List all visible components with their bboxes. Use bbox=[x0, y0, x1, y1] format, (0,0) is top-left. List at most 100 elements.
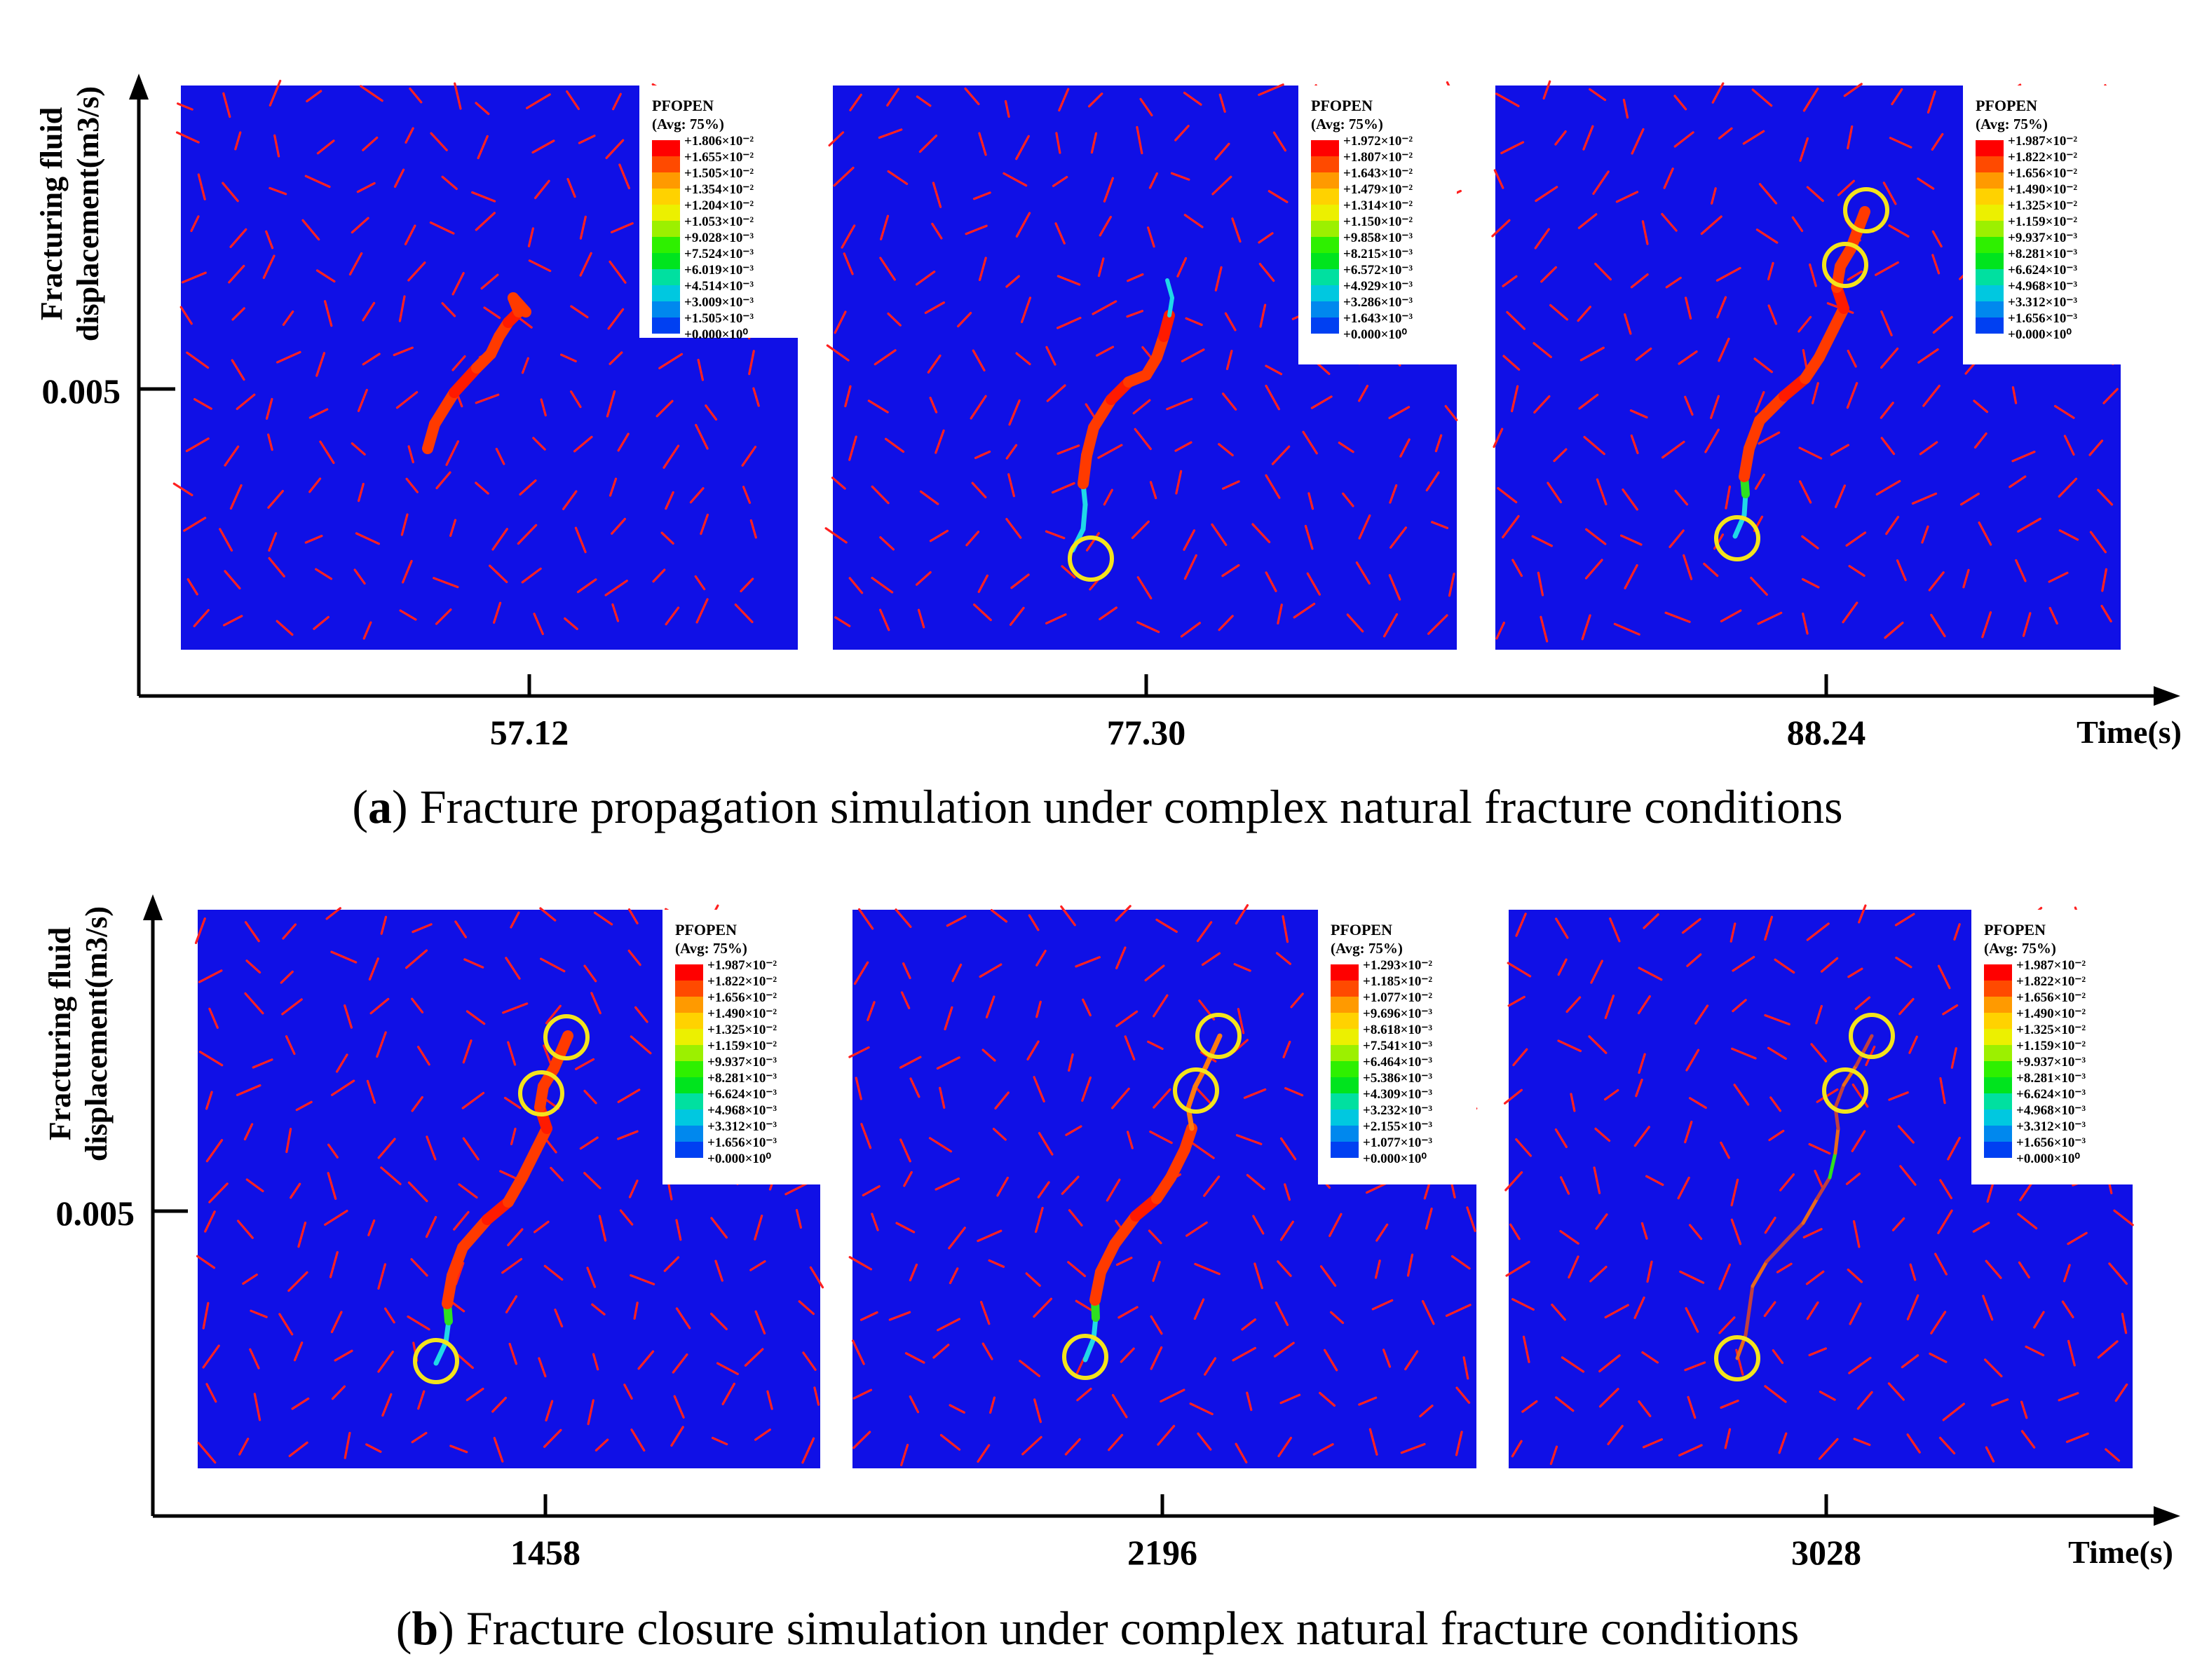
natural-fracture bbox=[454, 920, 468, 938]
natural-fracture bbox=[1512, 1048, 1528, 1067]
natural-fracture bbox=[1767, 261, 1774, 280]
natural-fracture bbox=[1251, 523, 1271, 544]
legend-value: +9.858×10⁻³ bbox=[1343, 231, 1413, 245]
natural-fracture bbox=[675, 1219, 682, 1241]
natural-fracture bbox=[1880, 310, 1893, 336]
natural-fracture bbox=[714, 1259, 723, 1282]
x-axis-arrow bbox=[2154, 1506, 2180, 1526]
legend-value: +3.286×10⁻³ bbox=[1343, 295, 1413, 310]
natural-fracture bbox=[380, 915, 388, 935]
natural-fracture bbox=[1589, 1265, 1608, 1283]
y-axis-label-line-2: displacement(m3/s) bbox=[79, 906, 114, 1161]
natural-fracture bbox=[545, 1004, 562, 1025]
natural-fracture bbox=[1329, 1311, 1345, 1325]
natural-fracture bbox=[416, 1046, 430, 1066]
natural-fracture bbox=[1718, 337, 1730, 362]
legend-swatch bbox=[675, 1029, 703, 1045]
natural-fracture bbox=[202, 1302, 210, 1330]
natural-fracture bbox=[362, 621, 372, 640]
natural-fracture bbox=[879, 257, 896, 281]
natural-fracture bbox=[1560, 1176, 1570, 1195]
natural-fracture bbox=[531, 139, 555, 154]
natural-fracture bbox=[1275, 1301, 1289, 1326]
legend-swatch bbox=[1311, 269, 1339, 285]
natural-fracture bbox=[887, 170, 909, 185]
natural-fracture bbox=[1622, 98, 1629, 119]
natural-fracture bbox=[1557, 958, 1568, 976]
natural-fracture bbox=[395, 390, 419, 409]
natural-fracture bbox=[1237, 1008, 1245, 1034]
natural-fracture bbox=[566, 90, 580, 110]
natural-fracture bbox=[1609, 917, 1621, 943]
natural-fracture bbox=[410, 1258, 428, 1277]
natural-fracture bbox=[1711, 82, 1725, 104]
natural-fracture bbox=[1421, 1299, 1435, 1325]
natural-fracture bbox=[1540, 266, 1557, 283]
natural-fracture bbox=[1061, 1175, 1080, 1195]
natural-fracture bbox=[202, 1344, 220, 1369]
natural-fracture bbox=[1972, 1222, 1990, 1233]
natural-fracture bbox=[1302, 430, 1318, 455]
natural-fracture bbox=[1710, 395, 1720, 419]
natural-fracture bbox=[924, 301, 946, 314]
natural-fracture bbox=[1444, 404, 1458, 421]
natural-fracture bbox=[508, 1342, 518, 1365]
natural-fracture bbox=[1455, 1386, 1471, 1404]
natural-fracture bbox=[236, 393, 256, 411]
natural-fracture bbox=[1718, 1263, 1731, 1290]
natural-fracture bbox=[449, 519, 457, 538]
natural-fracture bbox=[1279, 1393, 1301, 1405]
natural-fracture bbox=[843, 252, 854, 275]
natural-fracture bbox=[325, 907, 341, 920]
natural-fracture bbox=[366, 1079, 376, 1104]
legend-value: +7.524×10⁻³ bbox=[684, 247, 754, 261]
legend-value: +1.987×10⁻² bbox=[2016, 958, 2086, 973]
natural-fracture bbox=[1897, 1125, 1915, 1144]
natural-fracture bbox=[477, 135, 489, 160]
natural-fracture bbox=[1382, 613, 1399, 638]
natural-fracture bbox=[2033, 1311, 2045, 1329]
natural-fracture bbox=[834, 310, 847, 334]
natural-fracture bbox=[1148, 1229, 1162, 1245]
x-axis-label: Time(s) bbox=[2077, 714, 2182, 750]
natural-fracture bbox=[1677, 1176, 1690, 1200]
natural-fracture bbox=[611, 517, 627, 535]
natural-fracture bbox=[1939, 1179, 1952, 1200]
natural-fracture bbox=[1055, 132, 1061, 154]
natural-fracture bbox=[617, 1130, 639, 1140]
natural-fracture bbox=[1931, 230, 1943, 248]
y-axis-label-line-2: displacement(m3/s) bbox=[71, 86, 105, 341]
natural-fracture bbox=[1060, 905, 1076, 927]
natural-fracture bbox=[319, 440, 335, 465]
natural-fracture bbox=[583, 1172, 602, 1189]
natural-fracture bbox=[1767, 1046, 1787, 1060]
natural-fracture bbox=[895, 908, 912, 929]
natural-fracture bbox=[611, 603, 620, 622]
natural-fracture bbox=[1183, 529, 1196, 551]
natural-fracture bbox=[197, 1442, 217, 1464]
natural-fracture bbox=[1637, 995, 1651, 1015]
natural-fracture bbox=[1319, 1265, 1337, 1287]
natural-fracture bbox=[1259, 303, 1267, 328]
panel-b-caption-text: Fracture closure simulation under comple… bbox=[454, 1602, 1800, 1655]
legend-value: +0.000×10⁰ bbox=[1343, 327, 1407, 342]
natural-fracture bbox=[579, 215, 587, 240]
natural-fracture bbox=[992, 1128, 1007, 1141]
natural-fracture bbox=[2022, 612, 2032, 637]
highlight-circle bbox=[1068, 535, 1114, 582]
natural-fracture bbox=[1633, 1126, 1650, 1147]
natural-fracture bbox=[1973, 399, 1989, 414]
natural-fracture bbox=[1120, 1347, 1135, 1363]
natural-fracture bbox=[867, 1001, 876, 1021]
natural-fracture bbox=[1124, 1035, 1136, 1061]
natural-fracture bbox=[573, 435, 593, 453]
natural-fracture bbox=[694, 575, 706, 591]
natural-fracture bbox=[1148, 172, 1159, 189]
legend-avg: (Avg: 75%) bbox=[1331, 940, 1403, 957]
legend-value: +1.656×10⁻³ bbox=[2016, 1135, 2086, 1150]
natural-fracture bbox=[356, 182, 376, 193]
legend-swatch bbox=[1984, 1126, 2012, 1142]
natural-fracture bbox=[1937, 1209, 1953, 1234]
natural-fracture bbox=[915, 571, 932, 586]
natural-fracture bbox=[194, 917, 206, 945]
